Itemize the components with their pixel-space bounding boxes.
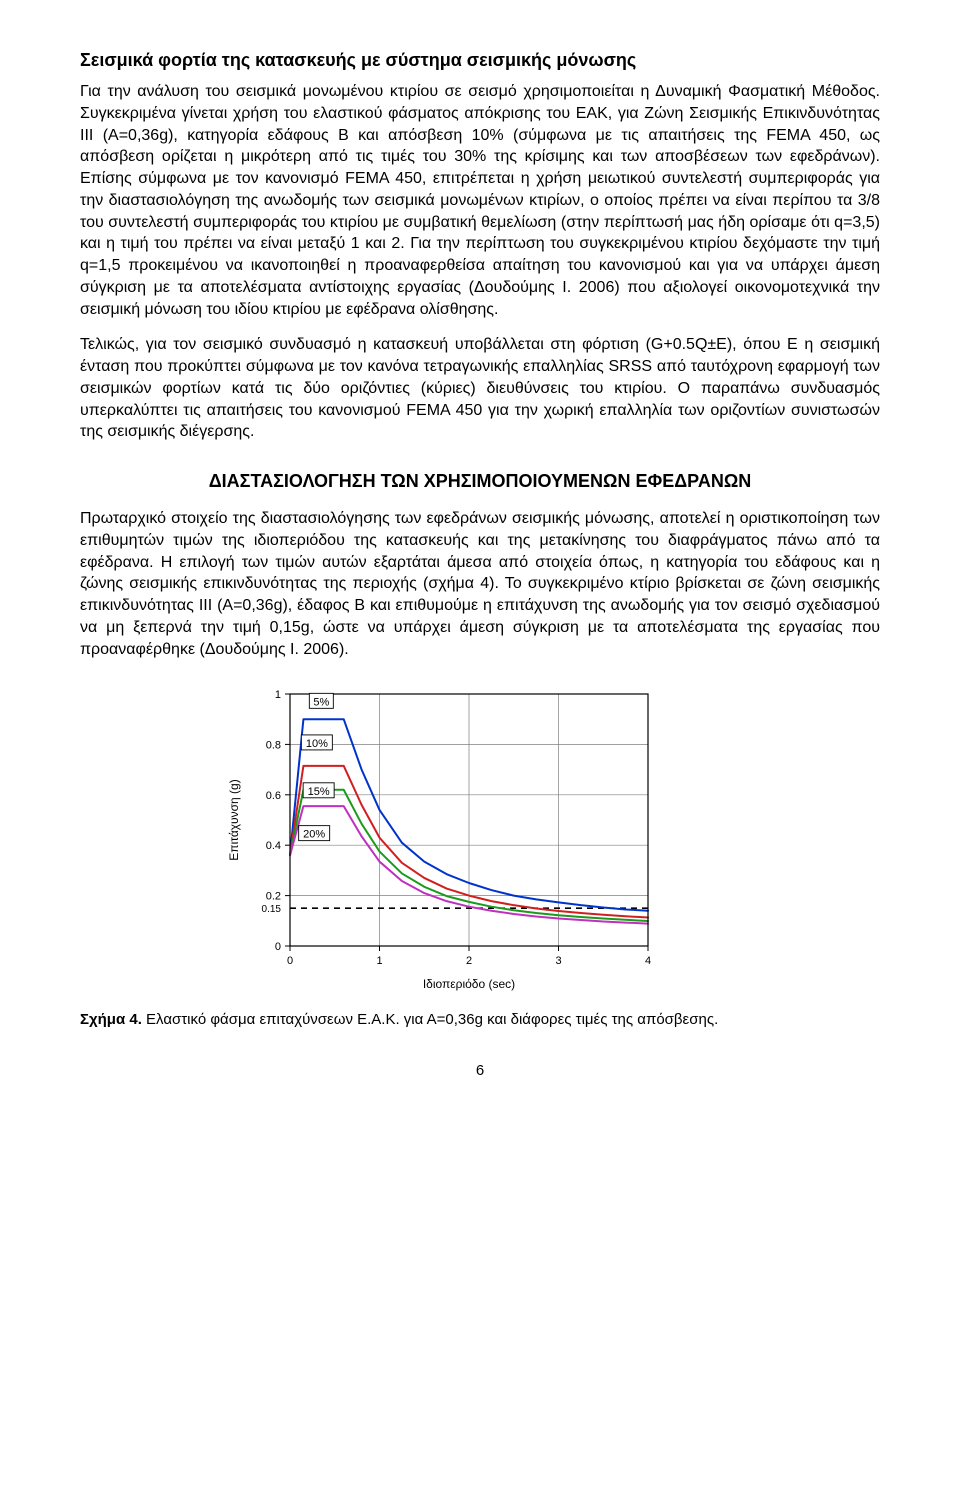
svg-text:15%: 15% — [308, 786, 330, 798]
svg-text:0: 0 — [287, 955, 293, 967]
figure-4-caption-text: Ελαστικό φάσμα επιταχύνσεων Ε.Α.Κ. για Α… — [142, 1011, 718, 1028]
svg-text:Ιδιοπεριόδο (sec): Ιδιοπεριόδο (sec) — [423, 977, 515, 991]
svg-text:Επιτάχυνση (g): Επιτάχυνση (g) — [227, 780, 241, 861]
svg-text:3: 3 — [555, 955, 561, 967]
svg-text:0.4: 0.4 — [266, 840, 281, 852]
svg-text:0.6: 0.6 — [266, 790, 281, 802]
svg-text:0: 0 — [275, 941, 281, 953]
section1-paragraph-1: Για την ανάλυση του σεισμικά μονωμένου κ… — [80, 81, 880, 320]
section-heading-sizing: ΔΙΑΣΤΑΣΙΟΛΟΓΗΣΗ ΤΩΝ ΧΡΗΣΙΜΟΠΟΙΟΥΜΕΝΩΝ ΕΦ… — [80, 471, 880, 492]
svg-text:10%: 10% — [306, 738, 328, 750]
svg-text:0.15: 0.15 — [262, 904, 282, 915]
figure-4-caption: Σχήμα 4. Ελαστικό φάσμα επιταχύνσεων Ε.Α… — [80, 1011, 880, 1028]
svg-text:4: 4 — [645, 955, 651, 967]
section1-paragraph-2: Τελικώς, για τον σεισμικό συνδυασμό η κα… — [80, 334, 880, 443]
figure-4-label: Σχήμα 4. — [80, 1011, 142, 1028]
svg-text:0.2: 0.2 — [266, 891, 281, 903]
section2-paragraph-1: Πρωταρχικό στοιχείο της διαστασιολόγησης… — [80, 508, 880, 660]
svg-text:1: 1 — [376, 955, 382, 967]
svg-text:1: 1 — [275, 689, 281, 701]
section-title-loads: Σεισμικά φορτία της κατασκευής με σύστημ… — [80, 50, 880, 71]
svg-text:0.8: 0.8 — [266, 740, 281, 752]
svg-text:5%: 5% — [313, 697, 329, 709]
svg-text:2: 2 — [466, 955, 472, 967]
page-number: 6 — [80, 1062, 880, 1079]
svg-text:20%: 20% — [303, 829, 325, 841]
acceleration-spectrum-chart: 0 1 2 3 4 0 0.2 0.4 0.6 0.8 1 0.15 Ιδιοπεριόδο (sec)… — [220, 680, 660, 1000]
